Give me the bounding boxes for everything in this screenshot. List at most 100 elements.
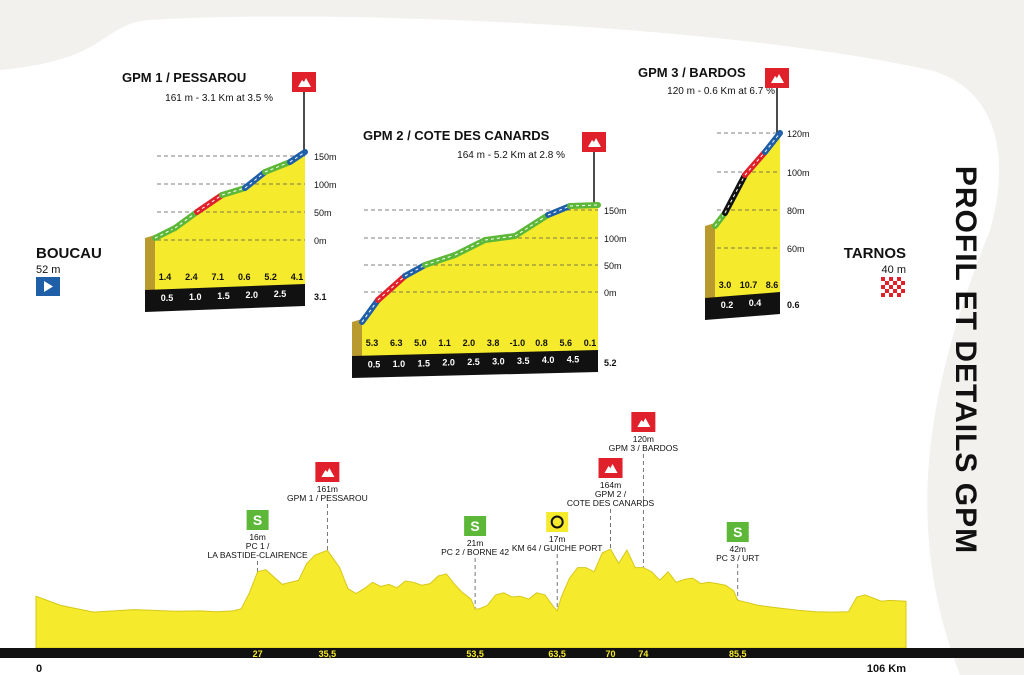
marker-label: 164m [600,480,621,490]
km-tick-label: 85,5 [729,649,747,659]
segment-dash [174,211,198,229]
km-band [705,292,780,320]
km-tick-label: 53,5 [466,649,484,659]
sprint-letter: S [733,524,742,540]
climb-detail-gpm2: GPM 2 / COTE DES CANARDS 164 m - 5.2 Km a… [352,128,627,378]
alt-tick-label: 100m [604,234,627,244]
finish-altitude: 40 m [882,264,906,276]
alt-tick-label: 150m [314,152,337,162]
gradient-label: 2.0 [463,338,476,348]
marker-label: KM 64 / GUICHE PORT [512,543,603,553]
marker-label: 16m [249,532,266,542]
mountain-shape [588,138,601,147]
sprint-box [464,516,487,536]
start-flag-icon [36,277,60,296]
sprint-box [246,510,269,530]
segment-dash [404,264,426,277]
segment-dash [514,214,549,237]
km-mark-label: 2.5 [274,289,287,299]
gradient-label: -1.0 [510,338,526,348]
km-mark-label: 2.5 [467,357,480,367]
mountain-shape [637,418,651,427]
gradient-label: 5.3 [366,338,379,348]
gradient-label: 1.4 [159,272,172,282]
flag-square [881,277,885,281]
segment-dash [196,194,223,213]
km-mark-label: 2.0 [442,358,455,368]
marker-label: PC 2 / BORNE 42 [441,547,509,557]
gradient-label: 6.3 [390,338,403,348]
alt-tick-label: 50m [604,261,622,271]
marker-label: 161m [317,484,338,494]
segment-dash [569,204,599,207]
climb-flag-icon [631,412,656,432]
alt-tick-label: 100m [787,168,810,178]
km-mark-label: 3.5 [517,356,530,366]
marker-label: 42m [729,544,746,554]
km-mark-label: 3.0 [492,356,505,366]
alt-tick-label: 0m [604,288,617,298]
km-mark-label: 0.2 [721,300,734,310]
climb-body [155,152,305,290]
mountain-shape [604,464,618,473]
segment-dash [154,227,176,239]
flag-square [893,281,897,285]
marker-label: GPM 2 / [595,489,627,499]
km-mark-label: 2.0 [245,290,258,300]
km-mark-label: 1.5 [217,291,230,301]
km-mark-label: 0.5 [161,293,174,303]
km-mark-label: 1.0 [189,292,202,302]
climb-length-label: 0.6 [787,300,800,310]
climb-title: GPM 1 / PESSAROU [122,70,246,85]
flag-square [889,285,893,289]
segment-dash [724,174,746,214]
flag-square [885,281,889,285]
alt-tick-label: 0m [314,236,327,246]
feed-ring [550,515,564,529]
gradient-label: 5.2 [264,272,277,282]
flag-square [881,285,885,289]
marker-label: 17m [549,534,566,544]
gradient-label: 5.6 [560,338,573,348]
gradient-label: 7.1 [212,272,225,282]
climb-body [362,205,598,356]
gradient-label: 5.0 [414,338,427,348]
gradient-label: 8.6 [766,280,779,290]
marker-label: 120m [633,434,654,444]
flag-square [901,289,905,293]
gradient-label: 2.4 [185,272,198,282]
segment-dash [221,187,246,196]
km-axis: 0 106 Km 27 35,5 53,5 63,5 70 74 85,5 [36,649,906,675]
flag-square [897,293,901,297]
alt-tick-label: 120m [787,129,810,139]
climb-flag-icon [292,72,316,92]
flag-square [885,289,889,293]
gradient-label: 10.7 [740,280,758,290]
axis-end-label: 106 Km [867,663,906,675]
gradient-label: 1.1 [438,338,451,348]
km-mark-label: 0.5 [368,359,381,369]
gradient-segment [452,237,488,258]
climb-title: GPM 2 / COTE DES CANARDS [363,128,550,143]
segment-dash [377,275,406,301]
feed-box [546,512,569,532]
sprint-s-icon: S [246,510,269,530]
climb-length-label: 3.1 [314,292,327,302]
gradient-segment [287,149,308,165]
flag-square [889,293,893,297]
gradient-label: 4.1 [291,272,304,282]
marker-label: PC 3 / URT [716,553,759,563]
segment-dash [361,299,379,323]
alt-tick-label: 150m [604,206,627,216]
km-mark-label: 1.0 [393,359,406,369]
segment-dash [547,205,571,216]
finish-checkered-flag-icon [881,277,905,297]
climb-detail-gpm3: GPM 3 / BARDOS 120 m - 0.6 Km at 6.7 % 120… [638,65,810,320]
profile-area [35,548,907,649]
finish-name: TARNOS [844,245,906,262]
km-tick-label: 63,5 [548,649,566,659]
climb-subtitle: 120 m - 0.6 Km at 6.7 % [667,86,775,97]
